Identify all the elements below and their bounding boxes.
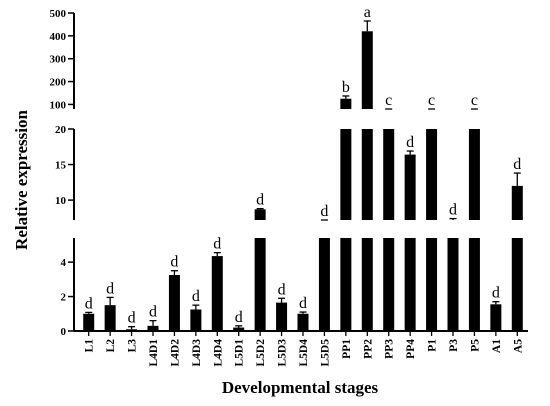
y-tick-label: 200 [50,77,67,89]
x-tick-label-L5D4: L5D4 [298,339,310,367]
significance-label: d [106,280,114,297]
significance-label: c [471,92,478,109]
bar-P3 [447,220,459,331]
x-tick-label-L5D5: L5D5 [319,339,331,367]
significance-label: d [128,310,136,327]
y-tick-label: 15 [55,160,67,172]
significance-label: d [492,285,500,302]
significance-label: d [85,295,93,312]
x-tick-label-PP2: PP2 [362,339,374,359]
axis-break-gap [382,109,396,129]
axis-break-gap [253,220,267,238]
bar-A5 [511,185,523,331]
axis-break-gap [467,220,481,238]
bar-L1 [83,313,95,331]
x-tick-label-L4D2: L4D2 [169,339,181,367]
y-tick-label: 20 [55,124,67,136]
significance-label: d [320,203,328,220]
bar-L5D5 [318,220,330,331]
x-axis-title: Developmental stages [222,378,379,397]
significance-label: d [235,309,243,326]
significance-label: c [385,92,392,109]
y-tick-label: 400 [50,31,67,43]
axis-break-gap [510,220,524,238]
bar-L4D2 [168,275,180,331]
significance-label: d [256,192,264,209]
bar-PP2 [361,31,373,332]
axis-break-gap [360,109,374,129]
y-tick-label: 500 [50,8,67,20]
labels: d L1 d L2 d L3 d L4D1 d L4D2 d L4D3 d L4D4 d L5D1 d L5D2 d… [84,4,525,366]
x-tick-label-A1: A1 [491,339,503,353]
significance-label: d [406,134,414,151]
significance-label: b [342,79,350,96]
significance-label: d [192,288,200,305]
y-tick-label: 10 [55,195,67,207]
y-tick-label: 2 [61,292,67,304]
x-tick-label-PP1: PP1 [341,339,353,359]
axis-break-gap [382,220,396,238]
axis-break-gap [425,220,439,238]
bar-L5D4 [297,313,309,331]
y-axis-title: Relative expression [12,109,31,249]
axis-break-gap [339,109,353,129]
bars [83,20,524,332]
bar-L5D1 [233,327,245,331]
bar-L4D1 [147,325,159,331]
axis-break-gap [360,220,374,238]
axis-break-gap [317,220,331,238]
significance-label: d [213,236,221,253]
x-tick-label-PP3: PP3 [384,339,396,359]
x-tick-label-L1: L1 [84,339,96,353]
significance-label: d [149,304,157,321]
axis-break-gap [403,220,417,238]
axis-break-gap [339,220,353,238]
bar-L4D4 [211,256,223,331]
axis-break-gap [467,109,481,129]
x-tick-label-L2: L2 [105,339,117,353]
significance-label: d [170,254,178,271]
bar-PP1 [340,98,352,331]
x-tick-label-PP4: PP4 [405,339,417,359]
bar-L4D3 [190,309,202,331]
bar-PP4 [404,154,416,331]
y-tick-label: 0 [61,326,67,338]
x-tick-label-L4D3: L4D3 [191,339,203,367]
x-tick-label-L3: L3 [127,339,139,353]
significance-label: c [428,92,435,109]
x-tick-label-L5D1: L5D1 [234,339,246,367]
significance-label: d [278,281,286,298]
x-tick-label-A5: A5 [512,339,524,353]
y-tick-label: 300 [50,54,67,66]
bar-L3 [126,329,138,331]
significance-label: a [364,4,371,21]
significance-label: d [299,295,307,312]
x-tick-label-P1: P1 [427,339,439,352]
significance-label: d [513,156,521,173]
bar-L5D2 [254,209,266,331]
significance-label: d [449,202,457,219]
x-tick-label-P3: P3 [448,339,460,352]
bar-L5D3 [276,302,288,331]
x-tick-label-L4D1: L4D1 [148,339,160,367]
x-tick-label-P5: P5 [469,339,481,352]
y-tick-label: 100 [50,99,67,111]
y-tick-label: 4 [61,257,67,269]
axis-break-gap [425,109,439,129]
x-tick-label-L5D3: L5D3 [277,339,289,367]
x-tick-label-L4D4: L4D4 [212,339,224,367]
bar-L2 [104,305,116,331]
axis-break-gap [446,220,460,238]
bar-A1 [490,304,502,331]
x-tick-label-L5D2: L5D2 [255,339,267,367]
